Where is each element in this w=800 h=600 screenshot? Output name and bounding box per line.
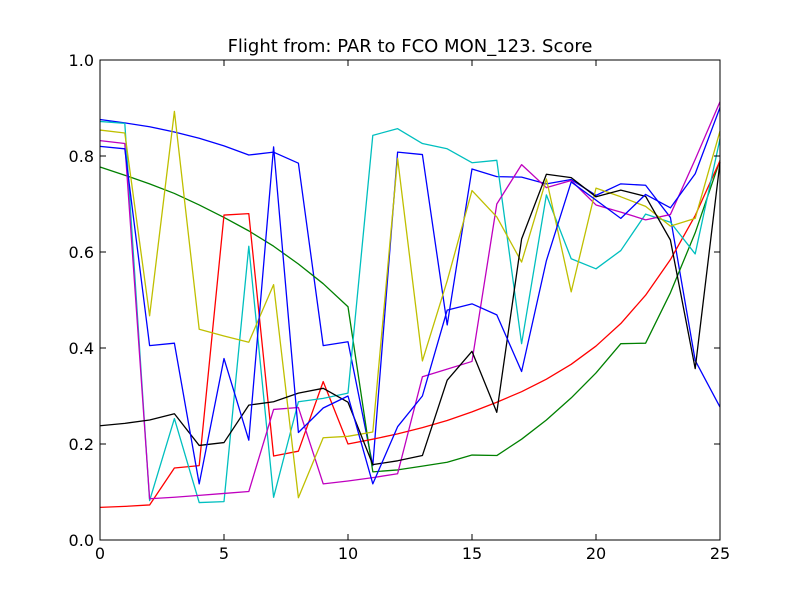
- series-line-5: [99, 101, 721, 500]
- x-tick-label: 5: [219, 544, 229, 563]
- series-line-2: [99, 160, 721, 473]
- series-line-4: [99, 120, 721, 504]
- chart-title: Flight from: PAR to FCO MON_123. Score: [228, 36, 593, 57]
- y-tick-label: 0.6: [69, 243, 94, 262]
- y-tick-label: 0.0: [69, 531, 94, 550]
- series-line-1: [99, 118, 721, 467]
- y-tick-label: 0.4: [69, 339, 94, 358]
- x-tick-label: 20: [586, 544, 606, 563]
- x-tick-label: 25: [710, 544, 730, 563]
- y-tick-label: 0.8: [69, 147, 94, 166]
- series-line-6: [99, 110, 721, 499]
- plot-frame: [99, 59, 721, 541]
- x-tick-label: 0: [95, 544, 105, 563]
- x-tick-label: 10: [338, 544, 358, 563]
- series-line-7: [99, 162, 721, 466]
- y-tick-label: 0.2: [69, 435, 94, 454]
- series-line-3: [99, 160, 721, 509]
- tick-layer: 0 5 10 15 20 25 0.0 0.2 0.4 0.6 0.8 1.0: [69, 51, 731, 563]
- y-tick-label: 1.0: [69, 51, 94, 70]
- x-tick-label: 15: [462, 544, 482, 563]
- series-line-8: [99, 107, 721, 485]
- series-layer: [99, 101, 721, 509]
